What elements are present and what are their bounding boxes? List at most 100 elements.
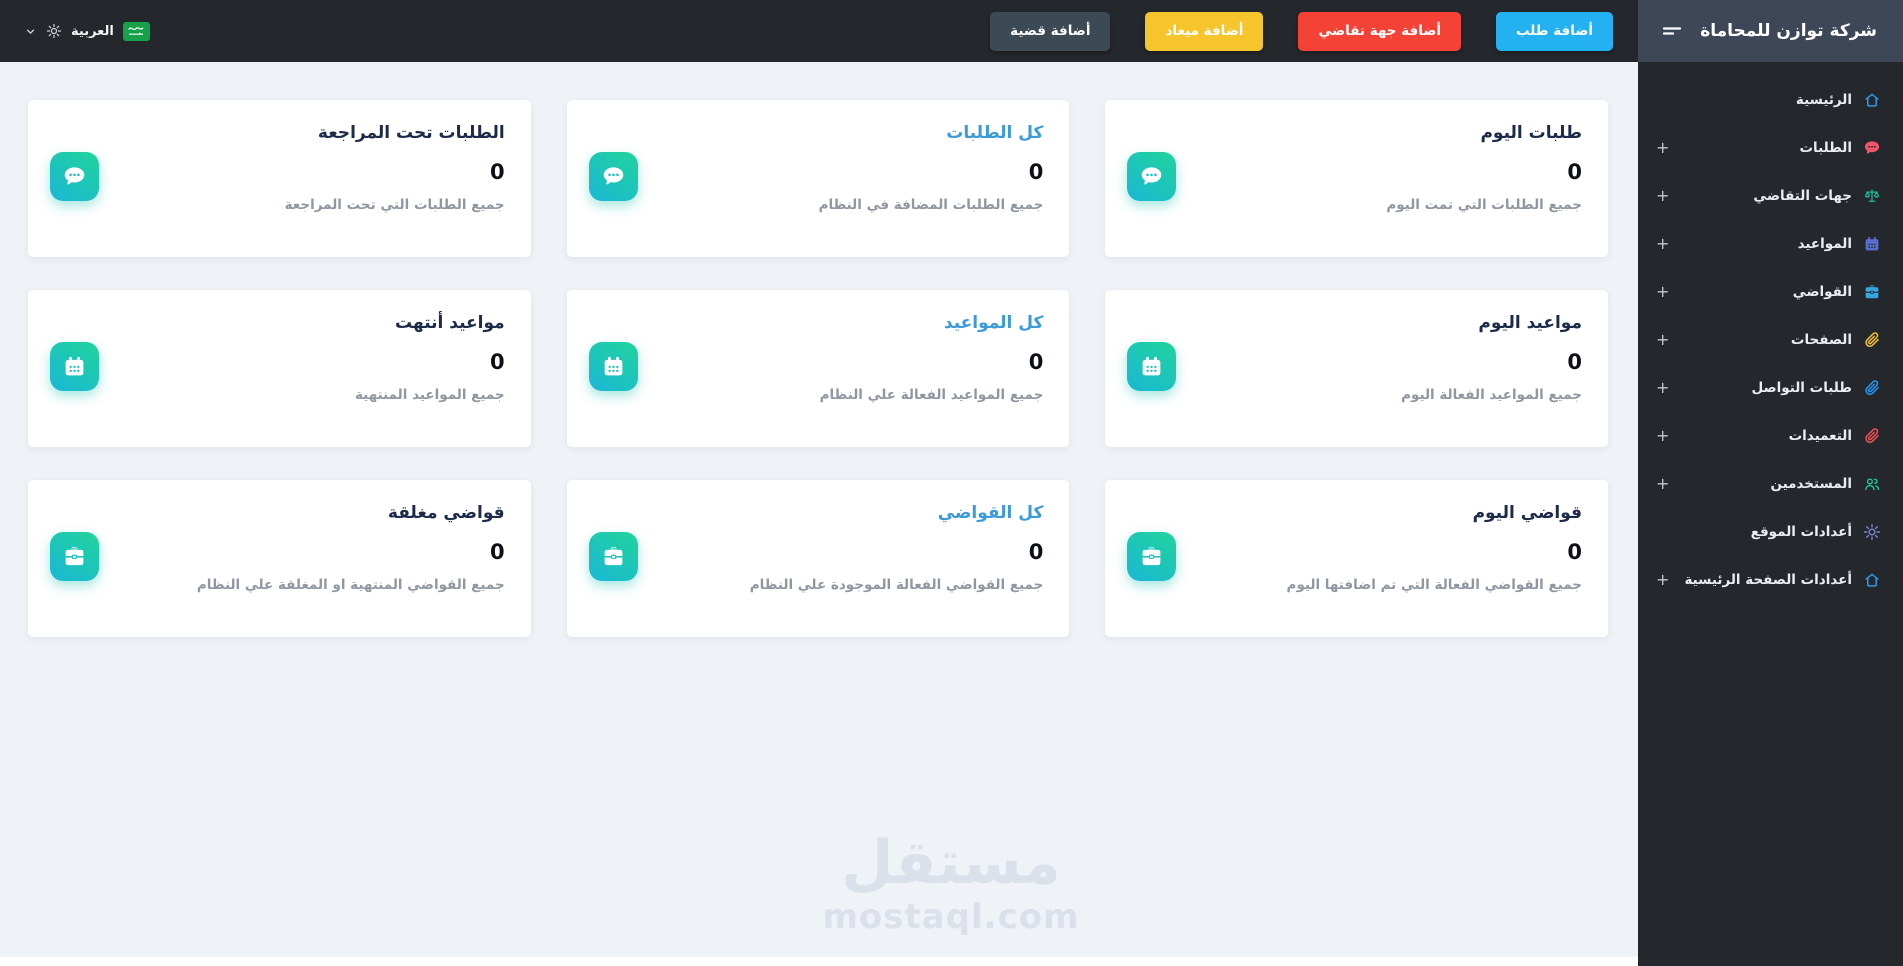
card-closed-cases: قواضي مغلقة 0 جميع القواضي المنتهية او ا…: [28, 480, 531, 637]
add-case-button[interactable]: أضافة قضية: [990, 11, 1111, 51]
sidebar: شركة توازن للمحاماة الرئيسية الطلبات + ج…: [1638, 0, 1903, 966]
card-subtitle: جميع القواضي الفعالة الموجودة علي النظام: [749, 577, 1044, 594]
card-value: 0: [1567, 160, 1582, 185]
sidebar-item-users[interactable]: المستخدمين +: [1638, 460, 1903, 508]
sidebar-item-label: الصفحات: [1790, 332, 1852, 348]
sidebar-item-approvals[interactable]: التعميدات +: [1638, 412, 1903, 460]
sidebar-item-label: أعدادات الموقع: [1750, 524, 1852, 540]
expand-plus-icon[interactable]: +: [1656, 138, 1670, 157]
card-title: مواعيد أنتهت: [395, 313, 505, 333]
brand-title: شركة توازن للمحاماة: [1700, 21, 1877, 41]
card-subtitle: جميع الطلبات التي تمت اليوم: [1386, 197, 1582, 214]
saudi-flag-icon[interactable]: [122, 21, 150, 41]
expand-plus-icon[interactable]: +: [1656, 570, 1670, 589]
add-litigation-party-button[interactable]: أضافة جهة تقاضي: [1298, 11, 1461, 51]
sidebar-item-homepage-settings[interactable]: أعدادات الصفحة الرئيسية +: [1638, 556, 1903, 604]
expand-plus-icon[interactable]: +: [1656, 426, 1670, 445]
sidebar-item-home[interactable]: الرئيسية: [1638, 76, 1903, 124]
card-today-cases: قواضي اليوم 0 جميع القواضي الفعالة التي …: [1105, 480, 1608, 637]
sidebar-item-label: المستخدمين: [1770, 476, 1852, 492]
chat-icon: [1863, 139, 1881, 157]
calendar-icon: [1863, 235, 1881, 253]
add-appointment-button[interactable]: أضافة ميعاد: [1145, 11, 1264, 51]
card-value: 0: [1567, 540, 1582, 565]
sidebar-item-contact-requests[interactable]: طلبات التواصل +: [1638, 364, 1903, 412]
sidebar-item-label: أعدادات الصفحة الرئيسية: [1684, 572, 1852, 588]
chat-icon: [588, 152, 638, 201]
card-value: 0: [1028, 350, 1044, 375]
paperclip-icon: [1863, 379, 1881, 397]
sidebar-item-label: طلبات التواصل: [1751, 380, 1852, 396]
sidebar-item-appointments[interactable]: المواعيد +: [1638, 220, 1903, 268]
sidebar-item-site-settings[interactable]: أعدادات الموقع: [1638, 508, 1903, 556]
card-subtitle: جميع المواعيد المنتهية: [355, 387, 505, 404]
card-today-appointments: مواعيد اليوم 0 جميع المواعيد الفعالة الي…: [1105, 290, 1608, 447]
sidebar-item-label: الطلبات: [1799, 140, 1852, 156]
card-under-review-requests: الطلبات تحت المراجعة 0 جميع الطلبات التي…: [28, 100, 531, 257]
card-subtitle: جميع القواضي الفعالة التي تم اضافتها الي…: [1286, 577, 1582, 594]
calendar-icon: [50, 342, 100, 391]
card-all-appointments: كل المواعيد 0 جميع المواعيد الفعالة علي …: [566, 290, 1070, 447]
gear-icon: [1863, 523, 1881, 541]
chat-icon: [50, 152, 100, 201]
card-value: 0: [1567, 350, 1582, 375]
briefcase-icon: [50, 532, 100, 581]
card-title: الطلبات تحت المراجعة: [317, 123, 505, 143]
briefcase-icon: [588, 532, 638, 581]
card-all-requests: كل الطلبات 0 جميع الطلبات المضافة في الن…: [566, 100, 1070, 257]
users-icon: [1863, 475, 1881, 493]
sidebar-item-label: الرئيسية: [1795, 92, 1852, 108]
card-subtitle: جميع القواضي المنتهية او المغلقة علي الن…: [196, 577, 505, 594]
sidebar-item-pages[interactable]: الصفحات +: [1638, 316, 1903, 364]
add-request-button[interactable]: أضافة طلب: [1496, 11, 1613, 51]
expand-plus-icon[interactable]: +: [1656, 282, 1670, 301]
topbar: أضافة طلب أضافة جهة تقاضي أضافة ميعاد أض…: [0, 0, 1638, 62]
sidebar-item-cases[interactable]: القواضي +: [1638, 268, 1903, 316]
card-subtitle: جميع المواعيد الفعالة علي النظام: [819, 387, 1044, 404]
stats-grid: طلبات اليوم 0 جميع الطلبات التي تمت اليو…: [28, 100, 1608, 637]
card-all-cases: كل القواضي 0 جميع القواضي الفعالة الموجو…: [566, 480, 1070, 637]
card-value: 0: [490, 350, 505, 375]
main-content: طلبات اليوم 0 جميع الطلبات التي تمت اليو…: [0, 62, 1638, 966]
card-expired-appointments: مواعيد أنتهت 0 جميع المواعيد المنتهية: [28, 290, 531, 447]
language-switcher[interactable]: العربية: [24, 0, 150, 62]
card-title: طلبات اليوم: [1480, 123, 1582, 143]
language-label[interactable]: العربية: [71, 23, 114, 39]
card-value: 0: [1028, 540, 1044, 565]
sidebar-item-requests[interactable]: الطلبات +: [1638, 124, 1903, 172]
expand-plus-icon[interactable]: +: [1656, 378, 1670, 397]
sidebar-item-litigation-parties[interactable]: جهات التقاضي +: [1638, 172, 1903, 220]
menu-toggle-icon[interactable]: [1660, 19, 1684, 43]
sidebar-item-label: التعميدات: [1788, 428, 1852, 444]
card-title: مواعيد اليوم: [1478, 313, 1582, 333]
expand-plus-icon[interactable]: +: [1656, 234, 1670, 253]
card-today-requests: طلبات اليوم 0 جميع الطلبات التي تمت اليو…: [1105, 100, 1608, 257]
expand-plus-icon[interactable]: +: [1656, 474, 1670, 493]
card-value: 0: [490, 540, 505, 565]
card-subtitle: جميع الطلبات المضافة في النظام: [818, 197, 1044, 214]
card-title: قواضي اليوم: [1472, 503, 1582, 523]
briefcase-icon: [1863, 283, 1881, 301]
expand-plus-icon[interactable]: +: [1656, 330, 1670, 349]
card-value: 0: [490, 160, 505, 185]
calendar-icon: [588, 342, 638, 391]
home-icon: [1863, 91, 1881, 109]
sidebar-item-label: المواعيد: [1797, 236, 1852, 252]
paperclip-icon: [1863, 427, 1881, 445]
sidebar-header: شركة توازن للمحاماة: [1638, 0, 1903, 62]
chevron-down-icon[interactable]: [24, 25, 37, 38]
bottom-strip: [0, 957, 1638, 966]
scales-icon: [1863, 187, 1881, 205]
card-title: قواضي مغلقة: [387, 503, 505, 523]
card-title: كل المواعيد: [943, 313, 1044, 333]
sidebar-nav: الرئيسية الطلبات + جهات التقاضي + المواع…: [1638, 62, 1903, 604]
calendar-icon: [1127, 342, 1177, 391]
card-subtitle: جميع المواعيد الفعالة اليوم: [1401, 387, 1582, 404]
topbar-buttons: أضافة طلب أضافة جهة تقاضي أضافة ميعاد أض…: [990, 11, 1638, 51]
expand-plus-icon[interactable]: +: [1656, 186, 1670, 205]
gear-icon[interactable]: [46, 23, 62, 39]
home-icon: [1863, 571, 1881, 589]
card-subtitle: جميع الطلبات التي تحت المراجعة: [284, 197, 505, 214]
chat-icon: [1127, 152, 1177, 201]
